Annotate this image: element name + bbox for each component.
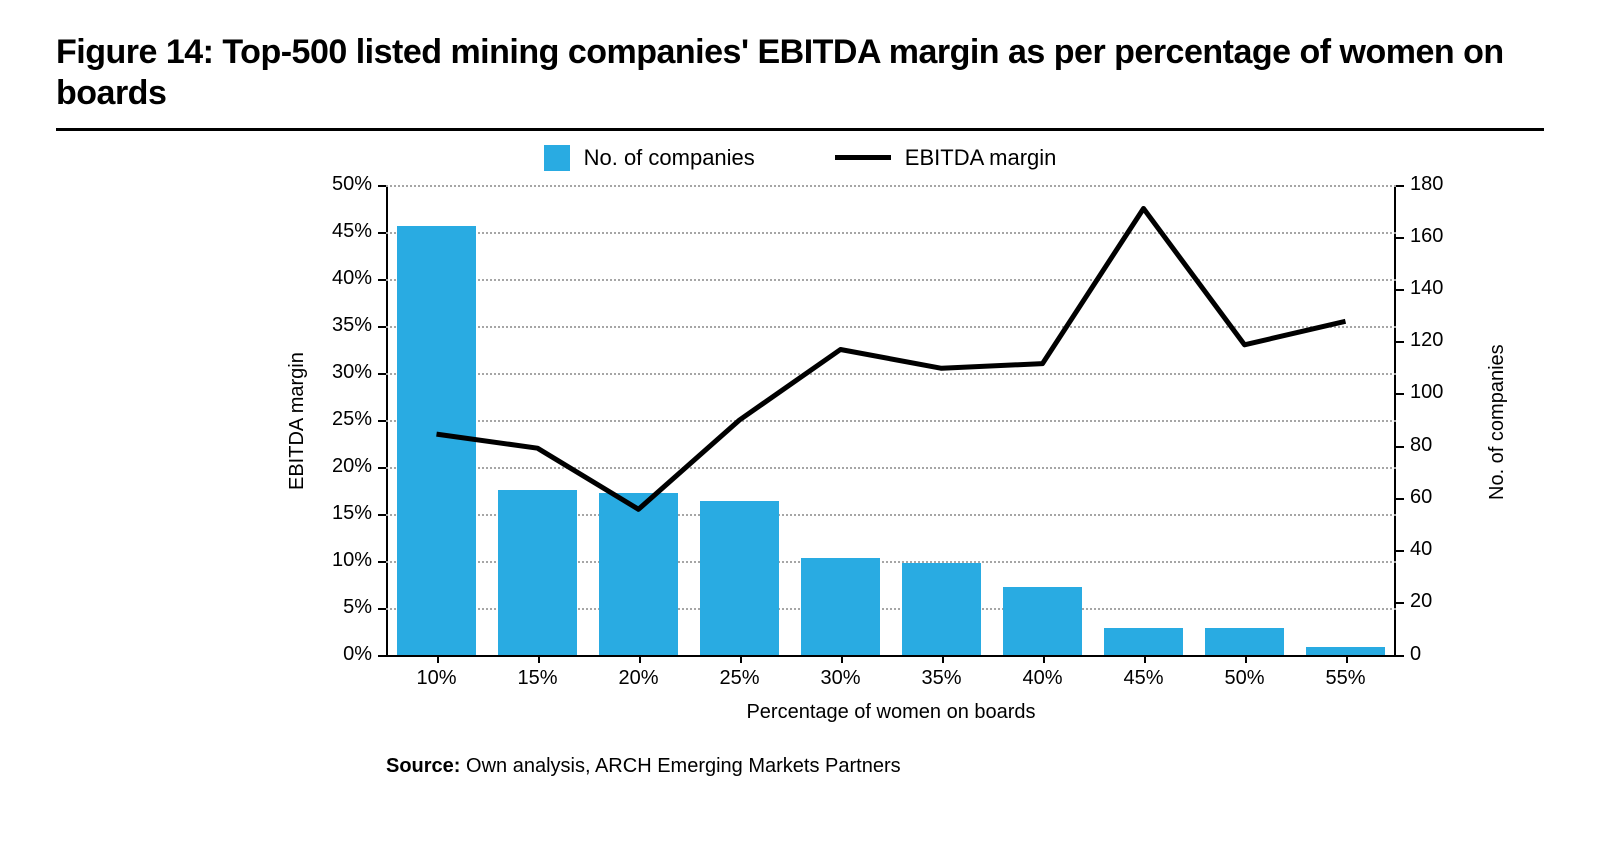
x-tick — [437, 655, 439, 663]
y-left-tick — [378, 373, 386, 375]
y-left-tick — [378, 232, 386, 234]
y-left-tick-label: 45% — [316, 220, 372, 243]
chart-legend: No. of companies EBITDA margin — [56, 145, 1544, 171]
y-right-tick-label: 20 — [1410, 590, 1432, 613]
ebitda-line — [437, 208, 1346, 509]
x-tick-label: 15% — [487, 667, 588, 690]
y-right-tick-label: 80 — [1410, 434, 1432, 457]
legend-label-bar: No. of companies — [584, 145, 755, 171]
x-tick-label: 40% — [992, 667, 1093, 690]
x-tick-label: 10% — [386, 667, 487, 690]
x-tick — [1346, 655, 1348, 663]
y-right-tick — [1396, 185, 1404, 187]
y-right-tick — [1396, 341, 1404, 343]
y-right-tick-label: 0 — [1410, 643, 1421, 666]
y-left-tick-label: 0% — [316, 643, 372, 666]
y-left-tick-label: 10% — [316, 549, 372, 572]
legend-swatch-bar — [544, 145, 570, 171]
y-right-tick-label: 140 — [1410, 277, 1443, 300]
x-tick — [841, 655, 843, 663]
y-left-tick-label: 35% — [316, 314, 372, 337]
y-left-tick — [378, 467, 386, 469]
plot-area: 0%5%10%15%20%25%30%35%40%45%50%020406080… — [386, 185, 1396, 657]
x-tick — [1043, 655, 1045, 663]
y-left-tick-label: 50% — [316, 173, 372, 196]
x-tick-label: 50% — [1194, 667, 1295, 690]
y-left-tick — [378, 185, 386, 187]
x-tick — [740, 655, 742, 663]
legend-label-line: EBITDA margin — [905, 145, 1057, 171]
x-tick — [639, 655, 641, 663]
y-right-tick-label: 100 — [1410, 381, 1443, 404]
y-left-tick-label: 25% — [316, 408, 372, 431]
y-left-tick-label: 20% — [316, 455, 372, 478]
y-right-tick-label: 160 — [1410, 225, 1443, 248]
y-right-tick-label: 40 — [1410, 538, 1432, 561]
y-right-tick — [1396, 237, 1404, 239]
figure-container: Figure 14: Top-500 listed mining compani… — [0, 0, 1600, 860]
x-tick-label: 20% — [588, 667, 689, 690]
x-tick-label: 30% — [790, 667, 891, 690]
y-right-tick — [1396, 446, 1404, 448]
y-left-tick — [378, 279, 386, 281]
y-left-tick-label: 40% — [316, 267, 372, 290]
legend-item-line: EBITDA margin — [835, 145, 1057, 171]
y-right-axis-label: No. of companies — [1486, 344, 1509, 500]
x-tick — [538, 655, 540, 663]
x-tick — [1245, 655, 1247, 663]
x-tick-label: 35% — [891, 667, 992, 690]
y-right-tick-label: 120 — [1410, 329, 1443, 352]
x-tick-label: 45% — [1093, 667, 1194, 690]
legend-swatch-line — [835, 155, 891, 160]
y-right-tick — [1396, 602, 1404, 604]
y-right-tick — [1396, 550, 1404, 552]
line-series-layer — [386, 185, 1396, 655]
legend-item-bar: No. of companies — [544, 145, 755, 171]
x-tick-label: 55% — [1295, 667, 1396, 690]
y-left-tick — [378, 655, 386, 657]
y-right-tick — [1396, 289, 1404, 291]
y-left-tick-label: 30% — [316, 361, 372, 384]
y-left-tick — [378, 514, 386, 516]
y-left-tick — [378, 561, 386, 563]
x-tick — [1144, 655, 1146, 663]
figure-source: Source: Own analysis, ARCH Emerging Mark… — [386, 755, 901, 778]
y-right-tick — [1396, 655, 1404, 657]
y-left-axis-label: EBITDA margin — [286, 352, 309, 490]
x-tick-label: 25% — [689, 667, 790, 690]
y-left-tick-label: 15% — [316, 502, 372, 525]
x-tick — [942, 655, 944, 663]
y-left-tick — [378, 326, 386, 328]
y-right-tick — [1396, 393, 1404, 395]
figure-title: Figure 14: Top-500 listed mining compani… — [56, 32, 1544, 114]
y-right-tick — [1396, 498, 1404, 500]
y-right-tick-label: 60 — [1410, 486, 1432, 509]
x-axis-label: Percentage of women on boards — [386, 701, 1396, 724]
y-left-tick — [378, 608, 386, 610]
y-left-tick — [378, 420, 386, 422]
y-left-tick-label: 5% — [316, 596, 372, 619]
y-right-tick-label: 180 — [1410, 173, 1443, 196]
title-rule — [56, 128, 1544, 131]
chart-area: 0%5%10%15%20%25%30%35%40%45%50%020406080… — [316, 175, 1486, 765]
